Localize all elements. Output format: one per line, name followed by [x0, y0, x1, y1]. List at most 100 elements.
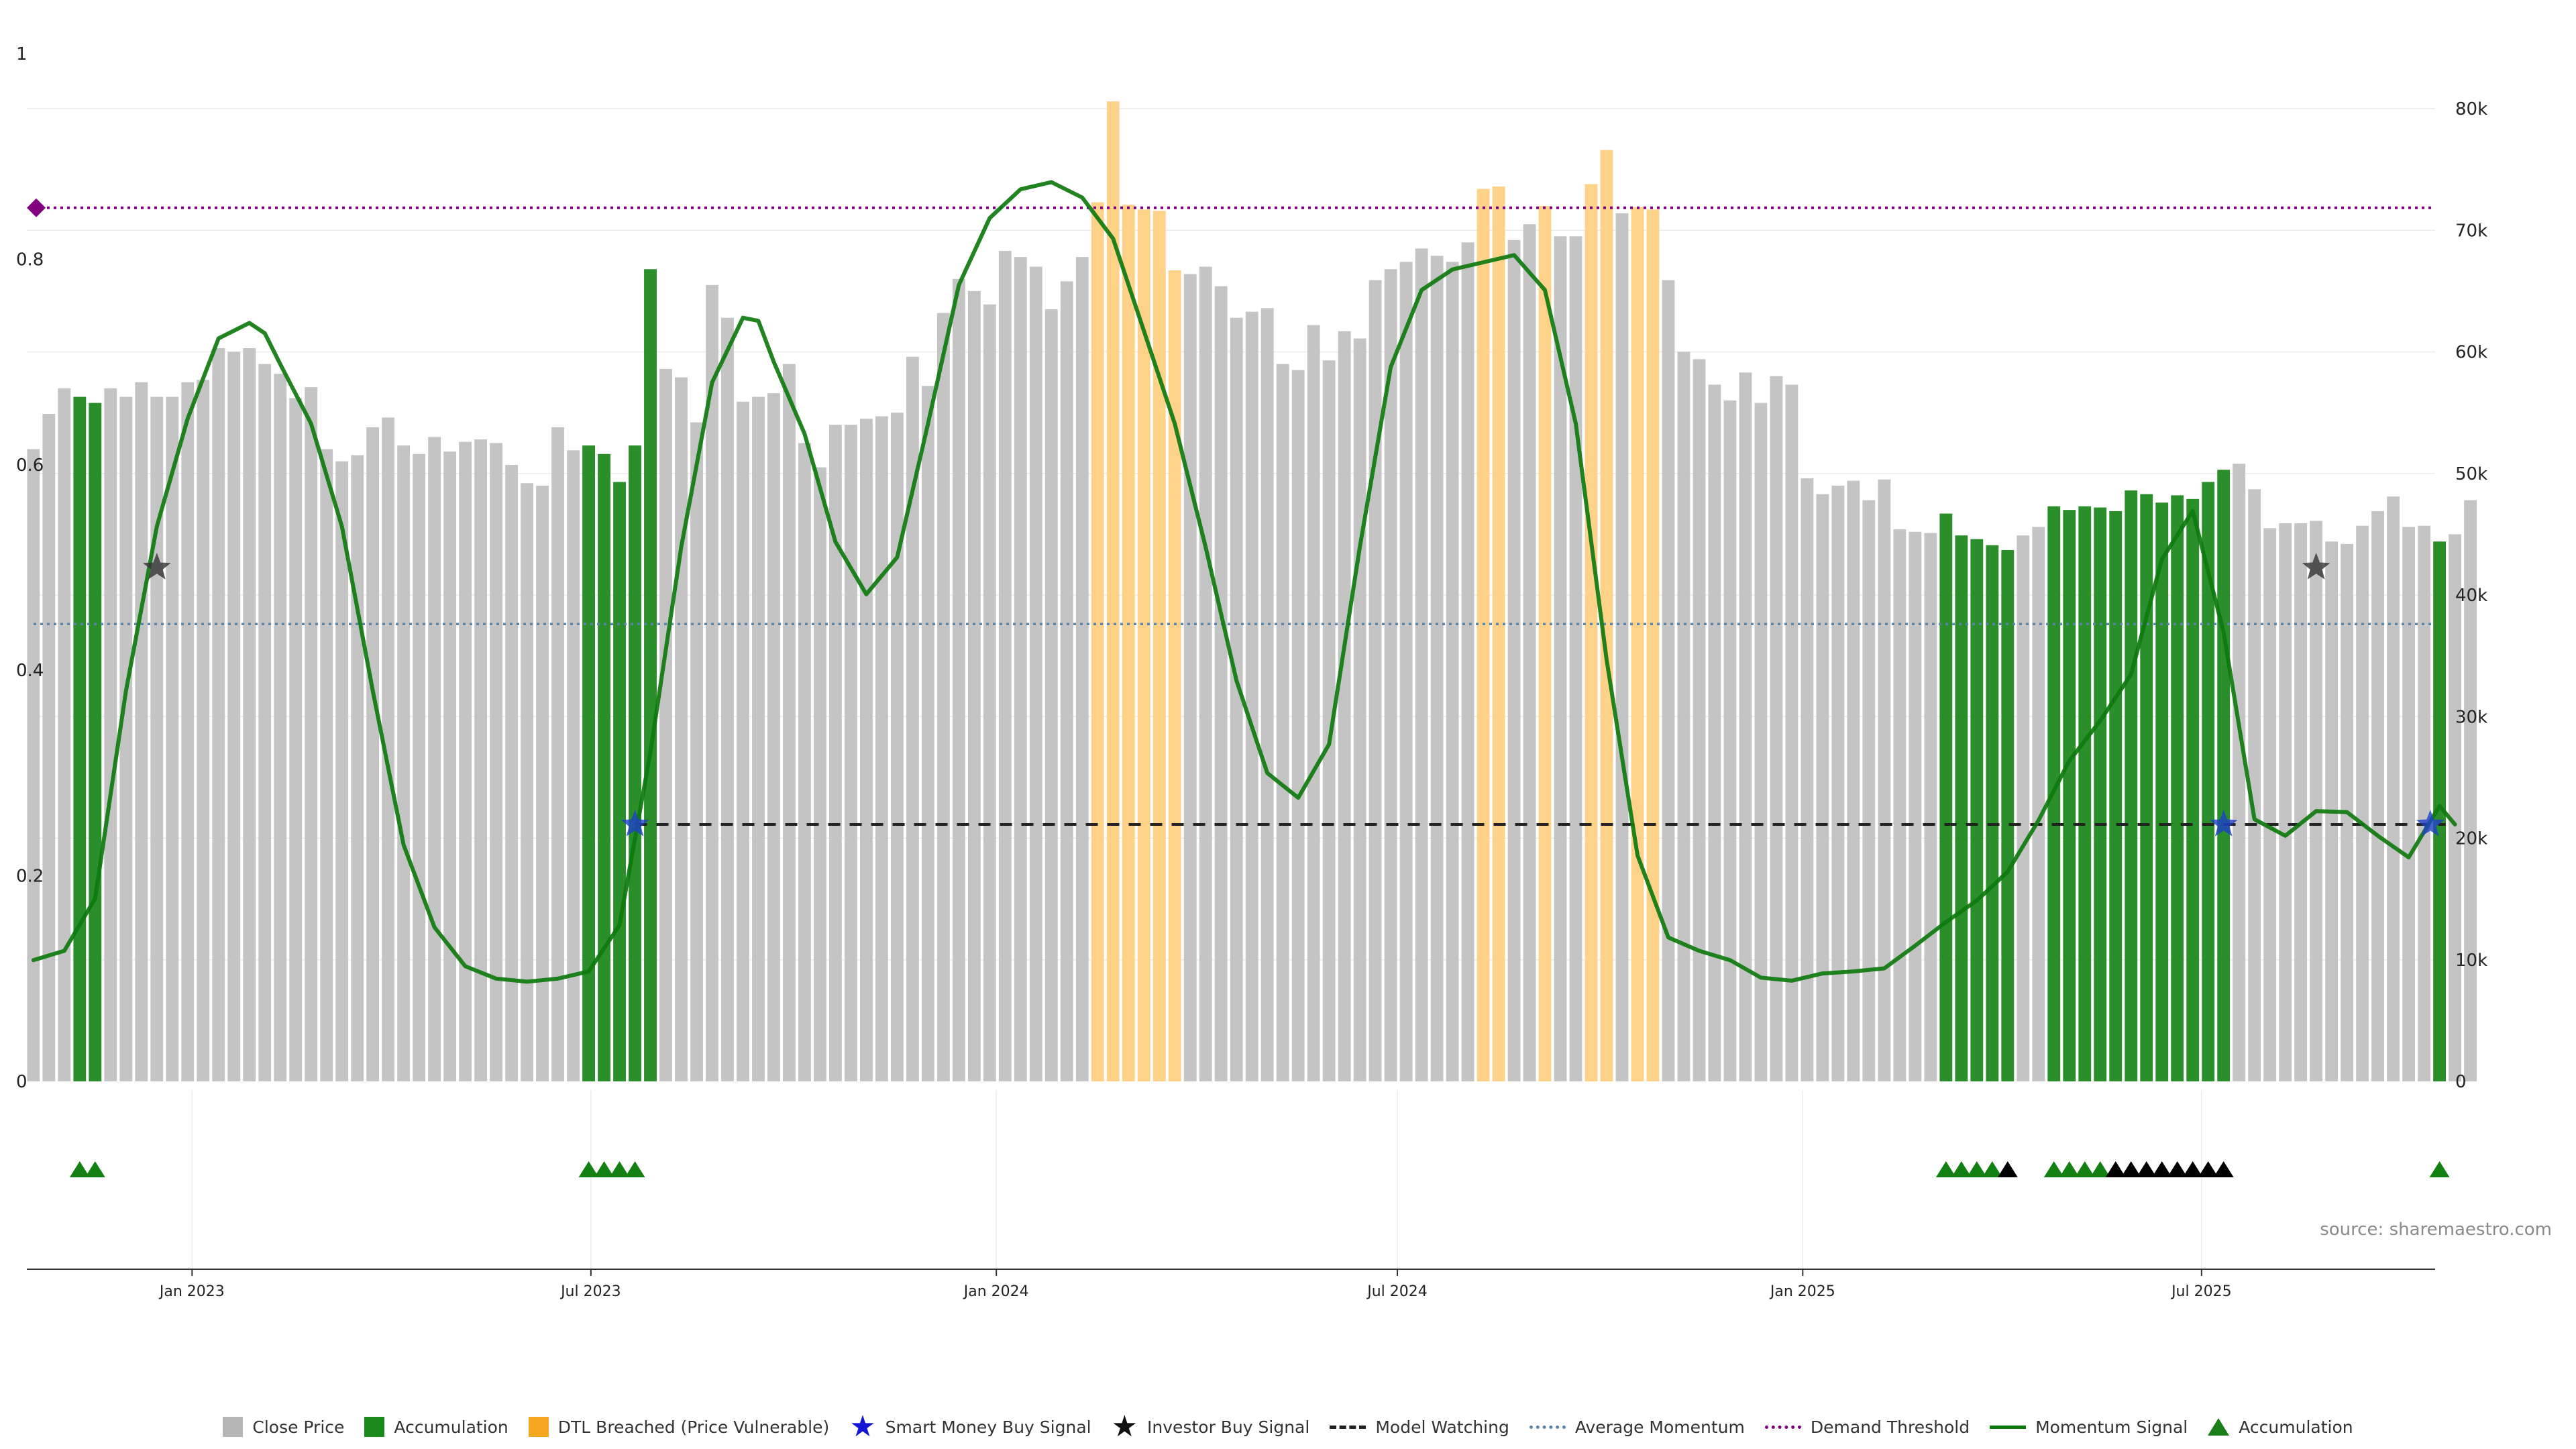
close-price-bar: [1353, 338, 1366, 1081]
demand-threshold-diamond: [27, 198, 46, 217]
source-note: source: sharemaestro.com: [2320, 1220, 2552, 1240]
close-price-bar: [737, 401, 749, 1081]
close-price-bar: [443, 451, 457, 1081]
close-price-bar: [459, 441, 472, 1081]
accumulation-bar: [2433, 541, 2446, 1081]
close-price-bar: [413, 453, 426, 1081]
accumulation-bar: [598, 453, 610, 1081]
y-right-tick-label: 10k: [2455, 951, 2487, 971]
close-price-bar: [2371, 511, 2385, 1081]
close-price-bar: [1693, 359, 1706, 1081]
close-price-bar: [27, 449, 40, 1081]
y-right-tick-label: 70k: [2455, 221, 2487, 241]
y-left-tick-label: 1: [16, 44, 28, 64]
legend-label: Investor Buy Signal: [1147, 1417, 1310, 1437]
close-price-bar: [952, 278, 965, 1081]
accumulation-bar: [2109, 511, 2123, 1081]
close-price-bar: [690, 422, 703, 1081]
close-price-bar: [921, 386, 934, 1081]
dtl-breached-bar: [1168, 270, 1181, 1081]
close-price-bar: [1245, 311, 1258, 1081]
accumulation-bar: [2140, 494, 2153, 1081]
legend-label: Close Price: [252, 1417, 345, 1437]
dtl-breached-bar: [1538, 206, 1552, 1081]
y-left-tick-label: 0: [16, 1072, 28, 1092]
legend-item: Average Momentum: [1529, 1417, 1745, 1437]
close-price-bar: [1075, 257, 1089, 1081]
legend-swatch: [223, 1417, 244, 1437]
close-price-bar: [798, 443, 811, 1081]
accumulation-triangle: [2043, 1161, 2064, 1177]
close-price-bar: [1770, 376, 1783, 1081]
dtl-breached-bar: [1152, 211, 1166, 1081]
close-price-bar: [1060, 281, 1073, 1081]
y-right-tick-label: 40k: [2455, 586, 2487, 606]
accumulation-triangle: [1951, 1161, 1972, 1177]
legend-swatch: [364, 1417, 385, 1437]
legend-label: Accumulation: [394, 1417, 508, 1437]
close-price-bar: [1430, 256, 1444, 1081]
close-price-bar: [2263, 528, 2277, 1081]
accumulation-triangle-black: [2213, 1161, 2234, 1177]
dtl-breached-bar: [1585, 184, 1598, 1081]
close-price-bar: [1739, 372, 1752, 1081]
close-price-bar: [890, 413, 904, 1081]
close-price-bar: [2017, 535, 2030, 1081]
accumulation-triangle-black: [2198, 1161, 2218, 1177]
accumulation-triangle: [2059, 1161, 2080, 1177]
close-price-bar: [227, 352, 241, 1081]
accumulation-bar: [2217, 470, 2231, 1081]
close-price-bar: [1415, 248, 1428, 1081]
accumulation-bar: [2155, 502, 2169, 1081]
close-price-bar: [1909, 531, 1922, 1081]
close-price-bar: [1044, 309, 1058, 1081]
accumulation-triangle-black: [2105, 1161, 2126, 1177]
close-price-bar: [1831, 485, 1845, 1081]
accumulation-bar: [2078, 506, 2092, 1081]
close-price-bar: [1554, 236, 1567, 1081]
close-price-bar: [1446, 262, 1459, 1081]
close-price-bar: [1801, 478, 1814, 1081]
y-left-tick-label: 0.2: [16, 867, 44, 887]
close-price-bar: [1847, 480, 1860, 1081]
close-price-bar: [1785, 384, 1799, 1081]
close-price-bar: [1878, 479, 1891, 1081]
smart-money-star: [2416, 810, 2445, 837]
accumulation-bar: [89, 402, 102, 1081]
x-tick-label: Jan 2023: [158, 1283, 225, 1300]
close-price-bar: [2356, 525, 2369, 1081]
y-right-tick-label: 0: [2455, 1072, 2467, 1092]
close-price-bar: [1029, 266, 1042, 1081]
star-icon: ★: [849, 1409, 876, 1444]
accumulation-triangle: [85, 1161, 105, 1177]
legend-label: Demand Threshold: [1810, 1417, 1970, 1437]
close-price-bar: [119, 396, 133, 1081]
y-right-tick-label: 50k: [2455, 464, 2487, 484]
close-price-bar: [1384, 269, 1397, 1081]
close-price-bar: [382, 417, 395, 1081]
close-price-bar: [2418, 525, 2431, 1081]
close-price-bar: [875, 416, 888, 1081]
close-price-bar: [1307, 325, 1320, 1081]
accumulation-bar: [582, 445, 595, 1081]
close-price-bar: [490, 443, 503, 1081]
close-price-bar: [998, 251, 1012, 1081]
accumulation-triangle: [1966, 1161, 1987, 1177]
close-price-bar: [42, 413, 56, 1081]
legend-label: Momentum Signal: [2035, 1417, 2188, 1437]
close-price-bar: [1014, 257, 1027, 1081]
accumulation-bar: [2125, 490, 2138, 1081]
accumulation-bar: [2171, 495, 2184, 1081]
accumulation-triangle-black: [2182, 1161, 2203, 1177]
legend-line-swatch: [1529, 1425, 1566, 1429]
close-price-bar: [906, 356, 919, 1081]
dtl-breached-bar: [1091, 202, 1104, 1081]
accumulation-bar: [2186, 498, 2200, 1081]
dtl-breached-bar: [1477, 189, 1490, 1081]
legend-item: Accumulation: [2208, 1417, 2353, 1437]
momentum-signal-line: [31, 180, 2457, 984]
close-price-bar: [1338, 331, 1351, 1081]
close-price-bar: [1708, 384, 1721, 1081]
close-price-bar: [521, 483, 534, 1081]
dtl-breached-bar: [1600, 150, 1613, 1081]
